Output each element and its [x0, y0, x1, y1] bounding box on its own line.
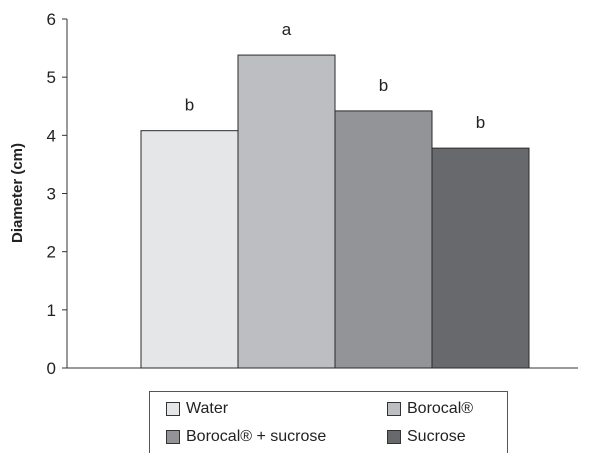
y-tick-label-5: 5 [47, 68, 56, 87]
y-tick-label-2: 2 [47, 243, 56, 262]
significance-label-1: a [282, 20, 292, 39]
y-axis-label: Diameter (cm) [9, 143, 26, 243]
legend-label-borocal: Borocal® [407, 400, 474, 417]
legend-item-sucrose: Sucrose [387, 428, 466, 446]
legend: Water Borocal® Borocal® + sucrose Sucros… [149, 391, 508, 453]
legend-item-water: Water [166, 400, 228, 418]
significance-label-3: b [476, 113, 485, 132]
legend-swatch-water [166, 402, 180, 416]
legend-swatch-borocal-sucrose [166, 430, 180, 444]
legend-label-borocal-sucrose: Borocal® + sucrose [186, 428, 327, 445]
legend-label-water: Water [186, 400, 229, 417]
y-tick-label-4: 4 [47, 126, 56, 145]
y-tick-label-6: 6 [47, 10, 56, 29]
y-tick-label-0: 0 [47, 359, 56, 378]
bar-3 [431, 147, 530, 369]
y-tick-label-3: 3 [47, 185, 56, 204]
significance-label-2: b [379, 76, 388, 95]
bar-2 [334, 110, 433, 369]
significance-label-0: b [185, 96, 194, 115]
legend-swatch-borocal [387, 402, 401, 416]
bar-1 [237, 54, 336, 369]
legend-label-sucrose: Sucrose [407, 428, 466, 445]
legend-item-borocal-sucrose: Borocal® + sucrose [166, 428, 326, 446]
y-tick-label-1: 1 [47, 301, 56, 320]
legend-swatch-sucrose [387, 430, 401, 444]
bar-0 [140, 130, 239, 369]
legend-item-borocal: Borocal® [387, 400, 473, 418]
